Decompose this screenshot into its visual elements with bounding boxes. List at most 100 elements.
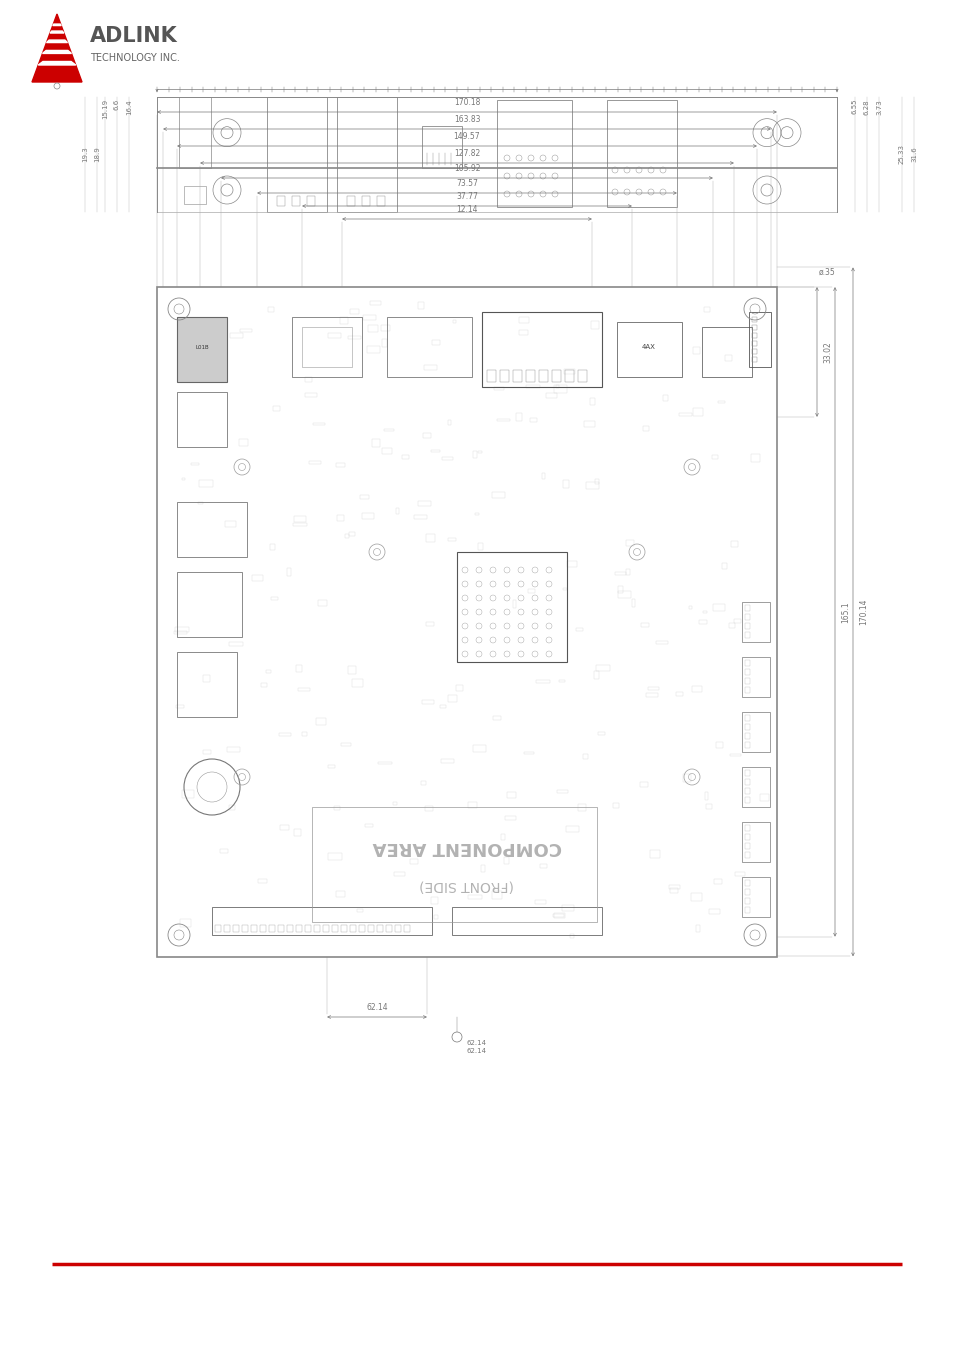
Bar <box>744 733 749 740</box>
Bar <box>448 419 451 425</box>
Bar <box>729 754 740 756</box>
Text: 62.14: 62.14 <box>467 1048 486 1055</box>
Bar <box>703 792 707 800</box>
Bar <box>277 925 284 932</box>
Bar <box>647 687 659 690</box>
Text: 31.6: 31.6 <box>910 146 916 162</box>
Bar <box>744 844 749 849</box>
Polygon shape <box>38 61 75 65</box>
Bar <box>350 308 358 315</box>
Bar <box>570 934 574 938</box>
Bar <box>335 464 345 468</box>
Text: 6.28: 6.28 <box>863 99 869 115</box>
Bar <box>358 925 365 932</box>
Bar <box>535 900 545 904</box>
Text: 62.14: 62.14 <box>366 1003 388 1013</box>
Bar <box>305 925 311 932</box>
Bar <box>701 327 751 377</box>
Bar <box>524 752 534 754</box>
Bar <box>744 834 749 840</box>
Bar <box>744 779 749 786</box>
Bar <box>503 857 508 864</box>
Bar <box>191 462 199 465</box>
Bar <box>267 97 327 212</box>
Polygon shape <box>50 31 64 32</box>
Bar <box>618 591 630 599</box>
Bar <box>561 906 573 911</box>
Text: 73.57: 73.57 <box>456 178 477 188</box>
Bar <box>676 692 682 696</box>
Bar <box>220 849 228 853</box>
Bar <box>294 523 307 526</box>
Bar <box>538 370 547 383</box>
Bar <box>305 392 317 397</box>
Bar <box>452 320 456 323</box>
Bar <box>594 672 598 679</box>
Bar <box>395 925 400 932</box>
Bar <box>541 473 545 479</box>
Bar <box>733 619 740 623</box>
Bar <box>582 753 588 758</box>
Bar <box>759 794 768 802</box>
Bar <box>703 307 709 312</box>
Bar <box>712 603 724 611</box>
Bar <box>384 429 394 431</box>
Bar <box>679 414 691 416</box>
Text: 105.92: 105.92 <box>454 164 479 173</box>
Bar <box>352 679 362 687</box>
Bar <box>432 341 439 345</box>
Bar <box>227 746 240 752</box>
Bar <box>751 324 757 330</box>
Bar <box>750 454 759 461</box>
Text: 18.9: 18.9 <box>94 146 100 162</box>
Bar <box>305 377 312 381</box>
Bar <box>417 301 423 310</box>
Bar <box>566 561 577 566</box>
Bar <box>439 706 445 708</box>
Bar <box>631 599 635 607</box>
Bar <box>188 346 198 353</box>
Bar <box>214 925 221 932</box>
Bar <box>434 915 437 919</box>
Bar <box>468 895 481 899</box>
Bar <box>212 907 432 936</box>
Bar <box>376 196 385 207</box>
Bar <box>157 287 776 957</box>
Bar <box>359 495 369 499</box>
Text: TECHNOLOGY INC.: TECHNOLOGY INC. <box>90 53 180 64</box>
Bar <box>403 925 410 932</box>
Bar <box>356 909 362 911</box>
Bar <box>578 370 586 383</box>
Bar <box>513 370 521 383</box>
Bar <box>417 500 430 506</box>
Bar <box>447 695 456 702</box>
Bar <box>261 683 267 687</box>
Bar <box>518 330 527 335</box>
Bar <box>751 341 757 346</box>
Bar <box>381 448 391 454</box>
Polygon shape <box>52 24 61 26</box>
Bar <box>307 196 314 207</box>
Bar <box>650 850 659 859</box>
Bar <box>668 886 679 888</box>
Bar <box>744 669 749 675</box>
Bar <box>386 925 392 932</box>
Bar <box>184 187 206 204</box>
Bar <box>744 852 749 859</box>
Text: 165.1: 165.1 <box>841 602 849 623</box>
Text: 3.73: 3.73 <box>875 99 882 115</box>
Bar <box>179 97 211 168</box>
Bar <box>527 589 534 594</box>
Bar <box>744 623 749 629</box>
Bar <box>472 745 485 752</box>
Bar <box>430 450 439 453</box>
Bar <box>181 479 185 480</box>
Bar <box>347 196 355 207</box>
Bar <box>368 925 374 932</box>
Bar <box>688 606 691 608</box>
Bar <box>302 327 352 366</box>
Bar <box>199 480 213 487</box>
Bar <box>713 879 721 884</box>
Bar <box>313 423 325 425</box>
Bar <box>323 925 329 932</box>
